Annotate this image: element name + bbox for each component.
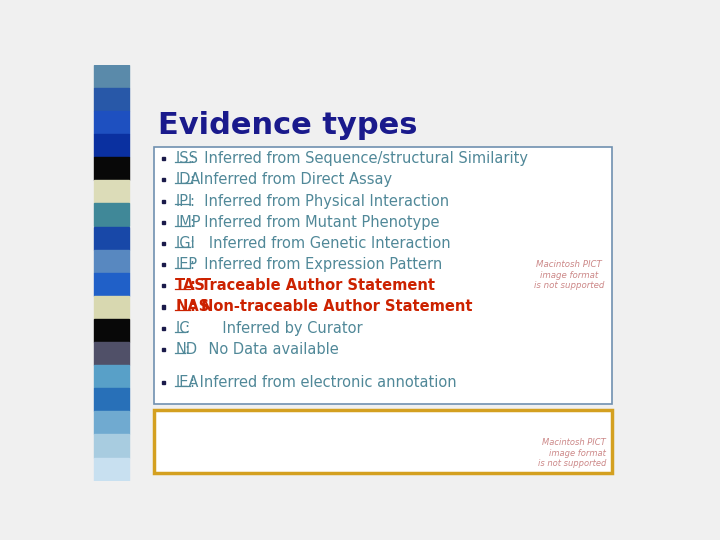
Bar: [162, 284, 165, 287]
Bar: [94, 319, 129, 342]
Bar: [162, 221, 165, 224]
Text: IPI: IPI: [175, 194, 192, 208]
Text: Macintosh PICT
image format
is not supported: Macintosh PICT image format is not suppo…: [534, 260, 604, 290]
Bar: [94, 226, 129, 249]
Text: :  Inferred from Physical Interaction: : Inferred from Physical Interaction: [190, 194, 449, 208]
Bar: [153, 410, 612, 473]
Bar: [94, 365, 129, 388]
Text: :  Inferred from Expression Pattern: : Inferred from Expression Pattern: [190, 257, 443, 272]
Text: TAS: TAS: [175, 278, 206, 293]
Bar: [94, 134, 129, 157]
Bar: [94, 65, 129, 88]
Text: IEA: IEA: [175, 375, 199, 390]
Text: IGI: IGI: [175, 236, 195, 251]
Bar: [94, 388, 129, 411]
Text: IC: IC: [175, 321, 190, 336]
Bar: [94, 296, 129, 319]
Text: : Inferred from electronic annotation: : Inferred from electronic annotation: [190, 375, 457, 390]
Text: Macintosh PICT
image format
is not supported: Macintosh PICT image format is not suppo…: [538, 438, 606, 468]
Bar: [162, 178, 165, 181]
Bar: [94, 434, 129, 457]
Text: Evidence types: Evidence types: [158, 111, 418, 140]
Bar: [162, 348, 165, 351]
Text: IDA: IDA: [175, 172, 200, 187]
Text: ISS: ISS: [175, 151, 198, 166]
Text: IEP: IEP: [175, 257, 197, 272]
Text: :  Inferred from Mutant Phenotype: : Inferred from Mutant Phenotype: [190, 215, 440, 230]
Text: IMP: IMP: [175, 215, 201, 230]
Text: : Inferred from Direct Assay: : Inferred from Direct Assay: [190, 172, 392, 187]
Bar: [94, 342, 129, 365]
Bar: [94, 273, 129, 296]
Bar: [153, 147, 612, 403]
Text: ND: ND: [175, 342, 197, 357]
Text: :       Inferred by Curator: : Inferred by Curator: [185, 321, 363, 336]
Bar: [162, 157, 165, 160]
Text: : Non-traceable Author Statement: : Non-traceable Author Statement: [190, 300, 473, 314]
Bar: [162, 381, 165, 384]
Bar: [162, 327, 165, 330]
Bar: [162, 263, 165, 266]
Text: :  Inferred from Sequence/structural Similarity: : Inferred from Sequence/structural Simi…: [190, 151, 528, 166]
Text: :    No Data available: : No Data available: [185, 342, 339, 357]
Bar: [94, 157, 129, 180]
Bar: [162, 306, 165, 308]
Bar: [94, 411, 129, 434]
Text: :   Inferred from Genetic Interaction: : Inferred from Genetic Interaction: [190, 236, 451, 251]
Bar: [94, 88, 129, 111]
Bar: [94, 457, 129, 481]
Bar: [94, 204, 129, 226]
Bar: [162, 200, 165, 202]
Text: : Traceable Author Statement: : Traceable Author Statement: [190, 278, 436, 293]
Bar: [162, 242, 165, 245]
Text: NAS: NAS: [175, 300, 210, 314]
Bar: [94, 111, 129, 134]
Bar: [94, 180, 129, 204]
Bar: [94, 249, 129, 273]
